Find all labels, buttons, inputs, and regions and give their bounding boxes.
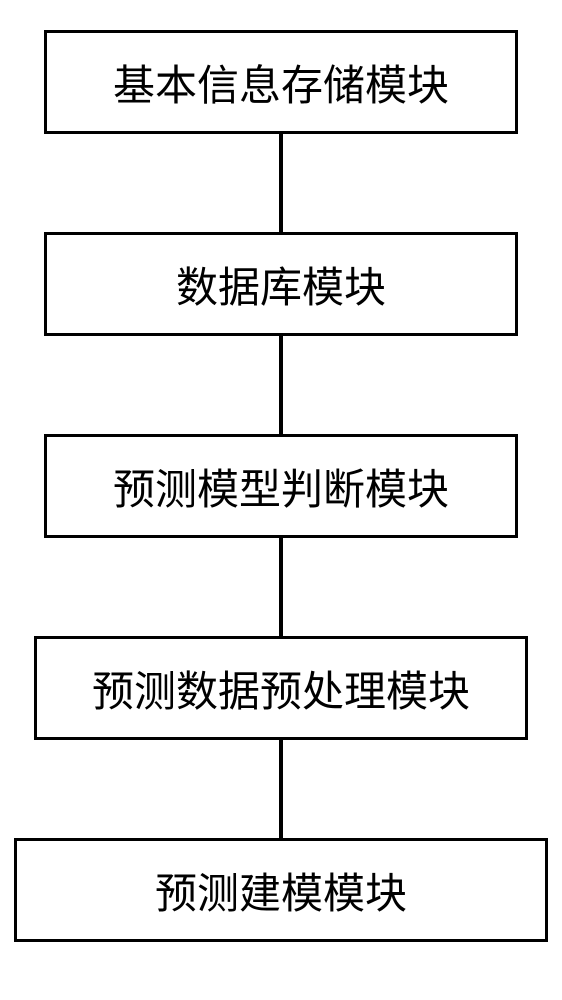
edge-n3-n4	[279, 538, 283, 636]
node-prediction-modeling: 预测建模模块	[14, 838, 548, 942]
edge-n1-n2	[279, 134, 283, 232]
node-label: 数据库模块	[176, 254, 386, 315]
node-database: 数据库模块	[44, 232, 518, 336]
node-basic-info-storage: 基本信息存储模块	[44, 30, 518, 134]
node-label: 基本信息存储模块	[113, 52, 449, 113]
node-prediction-data-preprocess: 预测数据预处理模块	[34, 636, 528, 740]
edge-n4-n5	[279, 740, 283, 838]
node-label: 预测建模模块	[155, 860, 407, 921]
flowchart-container: 基本信息存储模块 数据库模块 预测模型判断模块 预测数据预处理模块 预测建模模块	[0, 0, 562, 1000]
node-label: 预测数据预处理模块	[92, 658, 470, 719]
edge-n2-n3	[279, 336, 283, 434]
node-prediction-model-judge: 预测模型判断模块	[44, 434, 518, 538]
node-label: 预测模型判断模块	[113, 456, 449, 517]
